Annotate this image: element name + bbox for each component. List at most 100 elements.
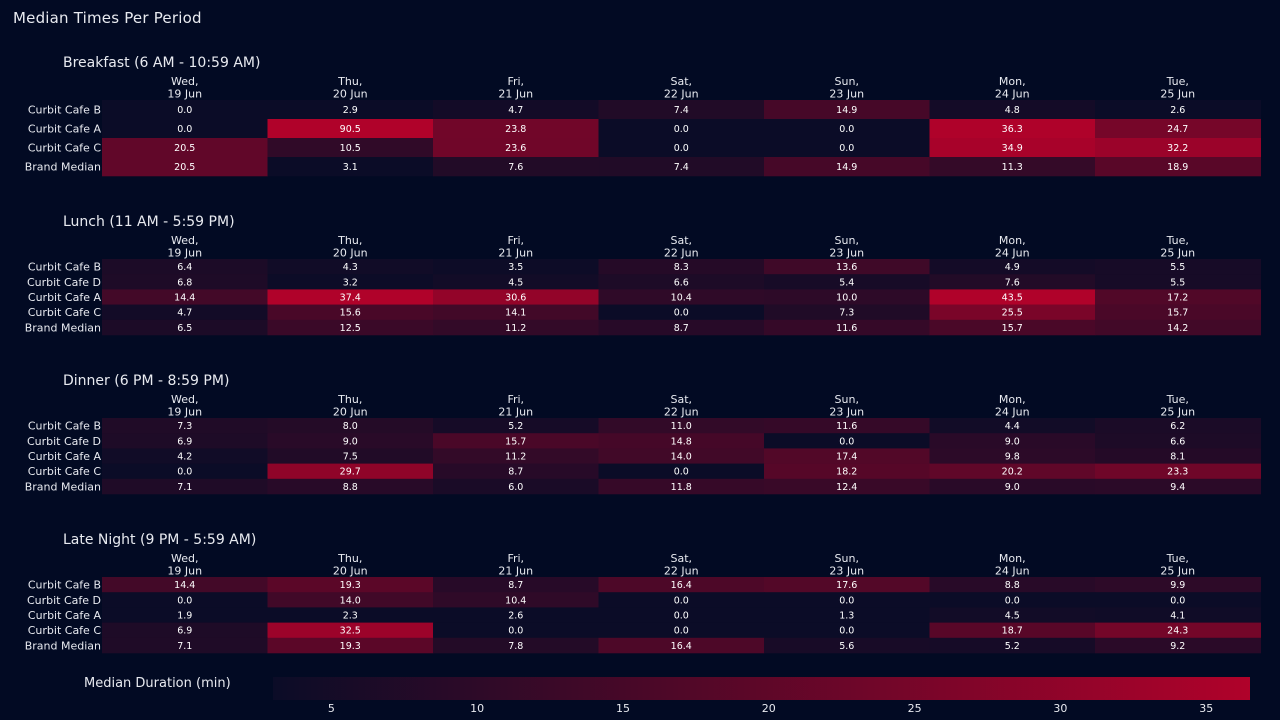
row-label: Curbit Cafe B — [28, 261, 101, 274]
heatmap-cell — [433, 592, 599, 608]
cell-value: 15.6 — [340, 308, 361, 319]
cell-value: 4.7 — [508, 105, 523, 116]
cell-value: 0.0 — [177, 124, 192, 135]
heatmap-cell — [1095, 157, 1261, 177]
colorbar-title: Median Duration (min) — [84, 676, 231, 691]
heatmap-cell — [102, 577, 268, 593]
heatmap-cell — [267, 319, 434, 336]
day-label: Wed, 19 Jun — [167, 393, 202, 419]
heatmap-cell — [433, 577, 599, 593]
cell-value: 11.2 — [505, 452, 526, 463]
heatmap-cell — [102, 622, 268, 639]
cell-value: 29.7 — [340, 467, 361, 478]
cell-value: 43.5 — [1002, 293, 1023, 304]
heatmap-cell — [764, 100, 930, 120]
cell-value: 11.6 — [836, 421, 857, 432]
cell-value: 7.8 — [508, 641, 523, 652]
heatmap-cell — [1095, 433, 1261, 449]
cell-value: 0.0 — [177, 105, 192, 116]
cell-value: 19.3 — [340, 580, 361, 591]
heatmap-cell — [929, 592, 1096, 608]
heatmap-cell — [598, 433, 765, 449]
heatmap-cell — [433, 304, 599, 321]
cell-value: 10.0 — [836, 293, 857, 304]
heatmap-cell — [764, 463, 930, 480]
heatmap-cell — [102, 157, 268, 177]
cell-value: 4.3 — [343, 262, 358, 273]
cell-value: 20.2 — [1002, 467, 1023, 478]
heatmap-cell — [433, 157, 599, 177]
cell-value: 16.4 — [671, 641, 692, 652]
heatmap-cell — [929, 289, 1096, 305]
cell-value: 0.0 — [674, 595, 689, 606]
heatmap-cell — [102, 119, 268, 139]
cell-value: 8.1 — [1170, 452, 1185, 463]
cell-value: 6.8 — [177, 277, 192, 288]
day-label: Fri, 21 Jun — [498, 552, 533, 578]
row-label: Curbit Cafe C — [28, 624, 102, 637]
heatmap-cell — [102, 274, 268, 290]
cell-value: 2.3 — [343, 611, 358, 622]
cell-value: 7.4 — [674, 105, 689, 116]
day-label: Tue, 25 Jun — [1160, 234, 1195, 260]
heatmap-cell — [102, 607, 268, 623]
panel-title: Dinner (6 PM - 8:59 PM) — [63, 373, 229, 389]
heatmap-cell — [433, 622, 599, 639]
heatmap-cell — [267, 433, 434, 449]
heatmap-cell — [267, 289, 434, 305]
cell-value: 10.4 — [671, 293, 692, 304]
cell-value: 1.9 — [177, 611, 192, 622]
heatmap-cell — [764, 592, 930, 608]
heatmap-cell — [598, 622, 765, 639]
panel-3: Late Night (9 PM - 5:59 AM) Wed, 19 Jun Thu… — [25, 532, 1261, 654]
cell-value: 23.3 — [1167, 467, 1188, 478]
heatmap-cell — [929, 138, 1096, 158]
heatmap-cell — [929, 577, 1096, 593]
cell-value: 6.9 — [177, 436, 192, 447]
heatmap-cell — [598, 577, 765, 593]
heatmap-cell — [433, 478, 599, 495]
cell-value: 4.5 — [508, 277, 523, 288]
cell-value: 0.0 — [674, 308, 689, 319]
cell-value: 17.2 — [1167, 293, 1188, 304]
cell-value: 12.4 — [836, 482, 857, 493]
heatmap-cell — [764, 119, 930, 139]
cell-value: 5.5 — [1170, 262, 1185, 273]
colorbar: Median Duration (min) 5 10 15 20 25 30 35 — [84, 676, 1250, 715]
heatmap-cell — [764, 157, 930, 177]
cell-value: 0.0 — [839, 626, 854, 637]
row-label: Brand Median — [25, 321, 101, 334]
row-label: Curbit Cafe A — [28, 291, 102, 304]
row-label: Curbit Cafe B — [28, 579, 101, 592]
cell-value: 2.6 — [508, 611, 523, 622]
heatmap-cell — [102, 637, 268, 654]
panel-1: Lunch (11 AM - 5:59 PM) Wed, 19 Jun Thu, 20 … — [25, 214, 1261, 336]
cell-value: 0.0 — [839, 436, 854, 447]
panel-title: Lunch (11 AM - 5:59 PM) — [63, 214, 235, 230]
cell-value: 4.9 — [1005, 262, 1020, 273]
cell-value: 14.8 — [671, 436, 692, 447]
cell-value: 7.3 — [177, 421, 192, 432]
cell-value: 0.0 — [839, 595, 854, 606]
heatmap-cell — [1095, 100, 1261, 120]
heatmap-cell — [598, 637, 765, 654]
row-label: Curbit Cafe D — [27, 435, 101, 448]
day-label: Sun, 23 Jun — [829, 552, 864, 578]
cell-value: 18.2 — [836, 467, 857, 478]
heatmap-cell — [267, 577, 434, 593]
cell-value: 7.3 — [839, 308, 854, 319]
cell-value: 25.5 — [1002, 308, 1023, 319]
day-label: Mon, 24 Jun — [995, 75, 1030, 101]
row-label: Curbit Cafe B — [28, 104, 101, 117]
heatmap-cell — [1095, 138, 1261, 158]
cell-value: 16.4 — [671, 580, 692, 591]
heatmap-cell — [764, 478, 930, 495]
cell-value: 13.6 — [836, 262, 857, 273]
row-label: Curbit Cafe A — [28, 123, 102, 136]
heatmap-cell — [764, 138, 930, 158]
cell-value: 7.4 — [674, 162, 689, 173]
cell-value: 18.7 — [1002, 626, 1023, 637]
cell-value: 10.4 — [505, 595, 526, 606]
heatmap-cell — [267, 138, 434, 158]
